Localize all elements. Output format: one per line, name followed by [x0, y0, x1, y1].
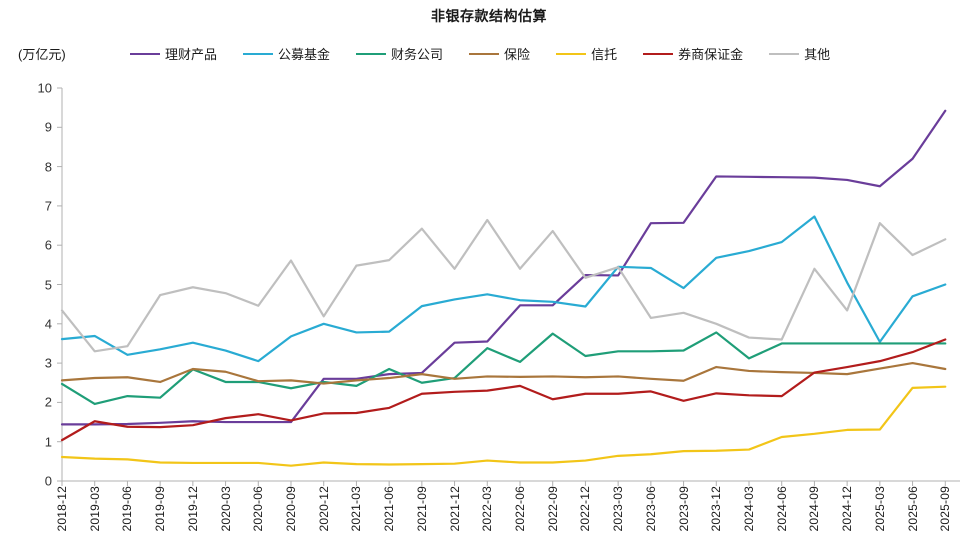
legend-item-信托[interactable]: 信托	[556, 44, 617, 63]
y-axis-tick-label: 9	[44, 119, 52, 135]
legend-label: 信托	[591, 47, 618, 62]
x-axis-tick-label: 2024-09	[807, 486, 822, 532]
y-axis-tick-label: 4	[44, 316, 52, 332]
y-axis-tick-labels: 10 9 8 7 6 5 4 3 2 1 0	[0, 81, 52, 489]
x-axis-tick-label: 2018-12	[55, 486, 69, 532]
x-axis-tick-label: 2019-09	[153, 486, 168, 532]
x-axis-tick-label: 2025-06	[905, 486, 920, 532]
x-axis-tick-label: 2021-06	[382, 486, 397, 532]
legend-swatch-icon	[130, 52, 160, 55]
legend-item-财务公司[interactable]: 财务公司	[356, 44, 443, 63]
chart-legend: 理财产品 公募基金 财务公司 保险 信托 券商保证金 其他	[130, 44, 830, 63]
legend-swatch-icon	[556, 52, 587, 55]
x-axis-tick-label: 2020-09	[283, 486, 298, 532]
x-axis-tick-label: 2022-12	[578, 486, 593, 532]
x-axis-tick-label: 2025-09	[938, 486, 953, 532]
legend-label: 财务公司	[391, 47, 444, 62]
y-axis-tick-label: 3	[44, 355, 52, 371]
legend-label: 公募基金	[278, 47, 331, 62]
series-line-其他	[60, 218, 947, 353]
x-axis-tick-label: 2023-12	[709, 486, 724, 532]
legend-item-保险[interactable]: 保险	[469, 44, 530, 63]
y-axis-unit-label: (万亿元)	[18, 47, 66, 62]
y-axis-tick-label: 0	[44, 473, 52, 489]
series-line-信托	[60, 385, 947, 467]
x-axis-tick-label: 2019-12	[185, 486, 200, 532]
y-axis-tick-label: 7	[44, 198, 52, 214]
x-axis-tick-label: 2020-12	[316, 486, 331, 532]
x-axis-tick-label: 2019-06	[120, 486, 135, 532]
x-axis-tick-label: 2021-09	[414, 486, 429, 532]
x-axis-tick-label: 2021-03	[349, 486, 364, 532]
y-axis-tick-label: 1	[44, 434, 52, 450]
x-axis-tick-label: 2022-09	[545, 486, 560, 532]
x-axis-tick-label: 2024-06	[774, 486, 789, 532]
x-axis-tick-label: 2024-12	[840, 486, 855, 532]
legend-item-券商保证金[interactable]: 券商保证金	[643, 44, 743, 63]
legend-swatch-icon	[643, 52, 674, 55]
x-axis-tick-label: 2023-03	[611, 486, 626, 532]
x-axis-tick-label: 2022-03	[480, 486, 495, 532]
x-axis-tick-label: 2023-06	[643, 486, 658, 532]
legend-label: 券商保证金	[678, 47, 744, 62]
legend-item-其他[interactable]: 其他	[769, 44, 830, 63]
x-axis-tick-label: 2024-03	[741, 486, 756, 532]
y-axis-tick-label: 6	[44, 237, 52, 253]
plot-svg	[57, 87, 960, 486]
y-axis-tick-label: 2	[44, 394, 52, 410]
y-axis-tick-label: 5	[44, 277, 52, 292]
legend-label: 其他	[804, 47, 831, 62]
y-axis-tick-label: 8	[44, 159, 52, 175]
x-axis-tick-label: 2020-03	[218, 486, 233, 532]
legend-label: 保险	[504, 47, 531, 62]
legend-item-理财产品[interactable]: 理财产品	[130, 44, 217, 63]
x-axis-tick-label: 2020-06	[251, 486, 266, 532]
x-axis-tick-labels: 2018-12 2019-03 2019-06 2019-09 2019-12 2020-…	[55, 486, 960, 550]
legend-label: 理财产品	[165, 47, 218, 62]
series-line-财务公司	[60, 331, 947, 406]
legend-swatch-icon	[769, 52, 800, 55]
x-axis-tick-label: 2025-03	[872, 486, 887, 532]
x-axis-tick-label: 2022-06	[512, 486, 527, 532]
y-axis-tick-label: 10	[37, 80, 52, 96]
legend-swatch-icon	[243, 52, 274, 55]
plot-area	[57, 87, 960, 486]
legend-item-公募基金[interactable]: 公募基金	[243, 44, 330, 63]
series-line-保险	[60, 362, 947, 385]
x-axis-tick-label: 2019-03	[87, 486, 102, 532]
x-axis-tick-label: 2023-09	[676, 486, 691, 532]
series-line-公募基金	[60, 215, 947, 363]
series-line-券商保证金	[60, 338, 947, 442]
chart-title: 非银存款结构估算	[431, 8, 547, 24]
legend-swatch-icon	[469, 52, 500, 55]
x-axis-tick-label: 2021-12	[447, 486, 462, 532]
legend-swatch-icon	[356, 52, 387, 55]
